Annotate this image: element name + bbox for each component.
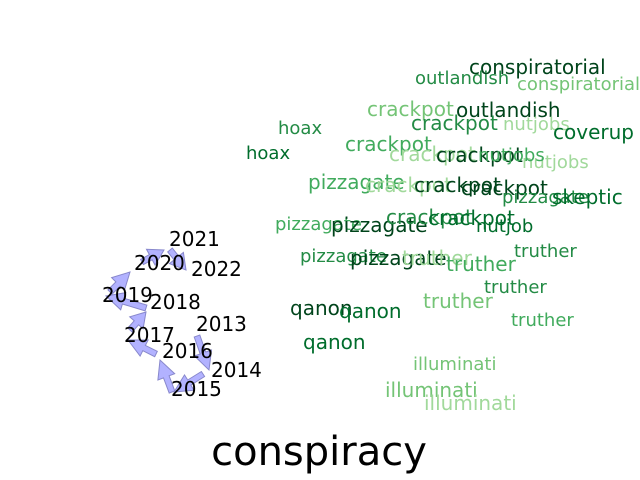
year-label-2014: 2014 (211, 358, 262, 382)
word-crackpot: crackpot (367, 97, 454, 121)
word-qanon: qanon (303, 330, 366, 354)
word-truther: truther (511, 310, 574, 331)
word-pizzagate: pizzagate (350, 246, 447, 270)
word-illuminati: illuminati (385, 378, 478, 402)
word-truther: truther (446, 252, 517, 276)
word-nutjobs: nutjobs (522, 152, 589, 173)
year-label-2015: 2015 (171, 377, 222, 401)
word-coverup: coverup (553, 120, 634, 144)
trajectory-arrow-2016-to-2017 (126, 339, 158, 358)
trajectory-arrow-2018-to-2019 (104, 291, 148, 312)
trajectory-arrow-2021-to-2022 (167, 247, 187, 271)
word-hoax: hoax (246, 143, 290, 164)
year-label-2021: 2021 (169, 227, 220, 251)
trajectory-arrow-2017-to-2018 (127, 311, 147, 333)
word-truther: truther (484, 277, 547, 298)
year-label-2016: 2016 (162, 339, 213, 363)
word-crackpot: crackpot (389, 142, 476, 166)
word-hoax: hoax (278, 118, 322, 139)
word-conspiratorial: conspiratorial (469, 55, 606, 79)
word-illuminati: illuminati (413, 354, 496, 375)
word-pizzagate: pizzagate (308, 170, 405, 194)
word-pizzagate: pizzagate (300, 246, 387, 267)
word-crackpot: crackpot (414, 173, 501, 197)
diagram-title: conspiracy (211, 429, 427, 475)
word-crackpot: crackpot (436, 143, 523, 167)
year-label-2013: 2013 (196, 312, 247, 336)
word-pizzagate: pizzagate (331, 213, 428, 237)
year-label-2022: 2022 (191, 257, 242, 281)
word-crackpot: crackpot (345, 132, 432, 156)
word-nutjob: nutjob (476, 216, 533, 237)
year-label-2019: 2019 (102, 283, 153, 307)
word-truther: truther (514, 241, 577, 262)
year-label-2018: 2018 (150, 290, 201, 314)
word-truther: truther (402, 246, 473, 270)
trajectory-arrow-2013-to-2014 (193, 334, 213, 372)
word-truther: truther (423, 289, 494, 313)
trajectory-arrow-2019-to-2020 (107, 271, 131, 295)
word-crackpot: crackpot (461, 176, 548, 200)
word-outlandish: outlandish (456, 98, 561, 122)
word-crackpot: crackpot (411, 111, 498, 135)
trajectory-arrow-2020-to-2021 (139, 248, 165, 267)
word-qanon: qanon (290, 296, 353, 320)
word-crackpot: crackpot (428, 206, 515, 230)
word-illuminati: illuminati (424, 391, 517, 415)
word-crackpot: crackpot (365, 173, 452, 197)
word-qanon: qanon (339, 299, 402, 323)
word-nutjobs: nutjobs (503, 114, 570, 135)
trajectory-arrow-2014-to-2015 (173, 370, 206, 393)
word-outlandish: outlandish (415, 68, 509, 89)
word-skeptic: skeptic (552, 185, 623, 209)
year-trajectory-arrows (104, 247, 213, 394)
year-label-2017: 2017 (124, 323, 175, 347)
word-nutjobs: nutjobs (478, 145, 545, 166)
year-label-2020: 2020 (134, 251, 185, 275)
trajectory-arrow-2015-to-2016 (157, 358, 176, 394)
word-pizzagate: pizzagate (502, 187, 589, 208)
word-crackpot: crackpot (386, 205, 473, 229)
word-conspiratorial: conspiratorial (517, 74, 640, 95)
word-pizzagate: pizzagate (275, 214, 362, 235)
